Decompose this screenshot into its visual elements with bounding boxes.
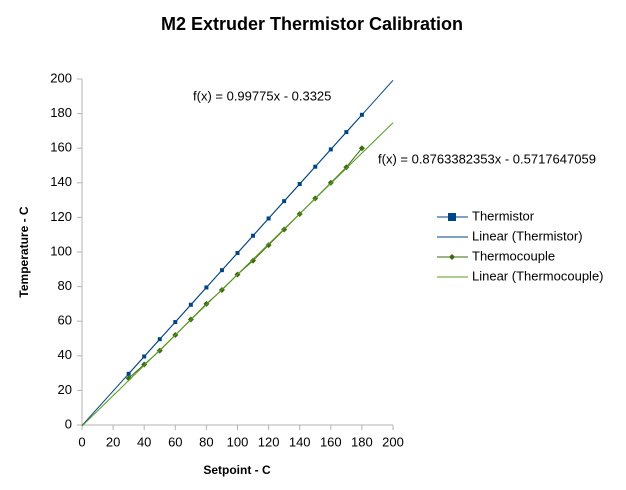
x-tick-label: 80: [199, 434, 213, 449]
y-tick-label: 180: [50, 105, 72, 120]
x-axis-title: Setpoint - C: [203, 463, 271, 477]
data-point: [343, 164, 350, 171]
y-tick-label: 0: [65, 416, 72, 431]
legend-marker: [449, 254, 455, 260]
x-tick-label: 60: [168, 434, 182, 449]
annotation: f(x) = 0.99775x - 0.3325: [193, 88, 331, 103]
chart-title: M2 Extruder Thermistor Calibration: [161, 14, 463, 34]
legend-label: Thermocouple: [472, 248, 555, 263]
legend-marker: [448, 213, 456, 221]
y-axis-title: Temperature - C: [17, 206, 31, 297]
legend-label: Linear (Thermocouple): [472, 268, 604, 283]
legend-label: Thermistor: [472, 208, 535, 223]
data-point: [265, 242, 272, 249]
series-line: [81, 122, 394, 427]
y-tick-label: 80: [58, 278, 72, 293]
x-tick-label: 160: [320, 434, 342, 449]
x-tick-label: 100: [227, 434, 249, 449]
y-tick-label: 160: [50, 140, 72, 155]
y-tick-label: 140: [50, 174, 72, 189]
y-tick-label: 100: [50, 243, 72, 258]
series-line: [81, 80, 394, 426]
annotation: f(x) = 0.8763382353x - 0.5717647059: [378, 151, 596, 166]
legend-label: Linear (Thermistor): [472, 228, 583, 243]
y-tick-label: 40: [58, 347, 72, 362]
x-tick-label: 40: [137, 434, 151, 449]
x-tick-label: 200: [382, 434, 404, 449]
y-tick-label: 120: [50, 209, 72, 224]
y-tick-label: 20: [58, 382, 72, 397]
data-point: [141, 361, 148, 368]
y-tick-label: 60: [58, 313, 72, 328]
x-tick-label: 20: [106, 434, 120, 449]
x-tick-label: 140: [289, 434, 311, 449]
data-point: [203, 300, 210, 307]
data-point: [358, 145, 365, 152]
x-tick-label: 120: [258, 434, 280, 449]
x-tick-label: 180: [351, 434, 373, 449]
data-point: [250, 257, 257, 264]
data-point: [125, 375, 132, 382]
x-tick-label: 0: [78, 434, 85, 449]
y-tick-label: 200: [50, 70, 72, 85]
